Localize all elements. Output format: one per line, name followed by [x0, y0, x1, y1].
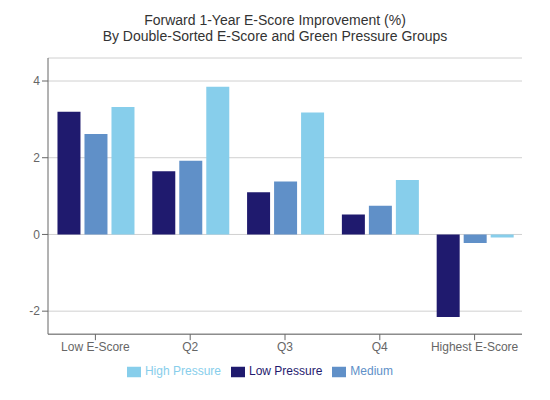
html-text:High Pressure: High Pressure — [145, 364, 221, 379]
svg-text:0: 0 — [33, 228, 40, 242]
svg-text:4: 4 — [33, 74, 40, 88]
svg-text:Q3: Q3 — [277, 340, 293, 354]
svg-text:Highest E-Score: Highest E-Score — [431, 340, 519, 354]
svg-text:Q4: Q4 — [372, 340, 388, 354]
html-text:By Double-Sorted E-Score and G: By Double-Sorted E-Score and Green Press… — [102, 28, 448, 44]
svg-text:-2: -2 — [29, 304, 40, 318]
html-text:Low Pressure: Low Pressure — [249, 364, 323, 379]
svg-text:Low E-Score: Low E-Score — [61, 340, 130, 354]
svg-text:2: 2 — [33, 151, 40, 165]
html-text:Medium: Medium — [350, 364, 393, 379]
svg-text:Q2: Q2 — [182, 340, 198, 354]
html-text:Forward 1-Year E-Score Improve: Forward 1-Year E-Score Improvement (%) — [144, 12, 406, 28]
